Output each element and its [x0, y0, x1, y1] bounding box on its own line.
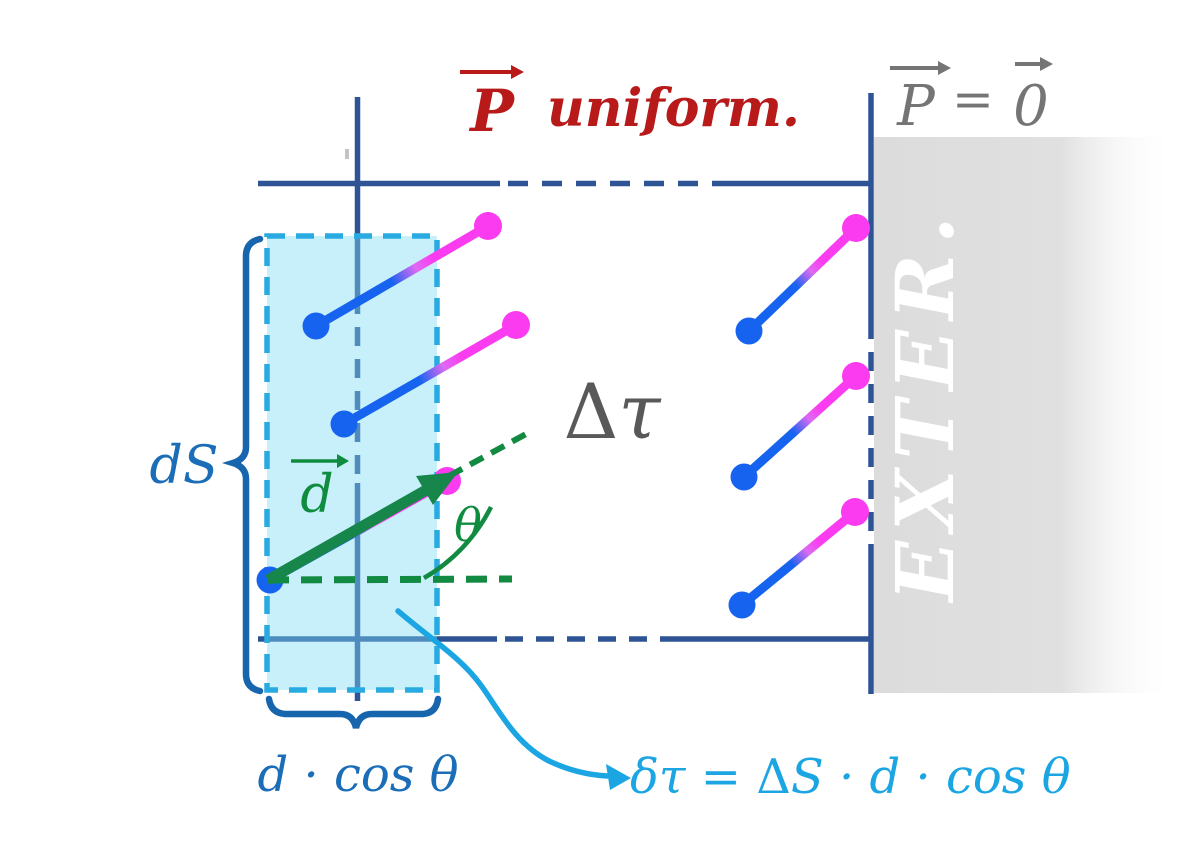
- formula-lhs: δτ =: [630, 749, 756, 805]
- polarized-region-title: P uniform.: [460, 65, 800, 145]
- d-label-vector-arrowhead-icon: [337, 454, 349, 468]
- tick-mark: [345, 149, 349, 159]
- dipole: [728, 498, 869, 619]
- surface-element-label: dS: [150, 436, 219, 496]
- positive-charge-dot: [842, 362, 870, 390]
- callout-arrowhead-icon: [606, 764, 631, 790]
- dipole: [730, 362, 870, 491]
- volume-label-tau: τ: [618, 367, 662, 456]
- positive-charge-dot: [502, 311, 530, 339]
- positive-charge-dot: [841, 498, 869, 526]
- surface-slab-fill: [267, 236, 437, 690]
- negative-charge-dot: [730, 463, 758, 491]
- exterior-gray-block: [874, 137, 1176, 693]
- dipoles-right: [728, 214, 870, 619]
- p-zero-lhs: P: [896, 74, 936, 139]
- d-vector-arrowhead-icon: [416, 472, 458, 505]
- thickness-brace: [265, 695, 442, 729]
- negative-charge-dot: [302, 312, 330, 340]
- negative-charge-dot: [735, 317, 763, 345]
- p-zero-rhs: 0: [1013, 74, 1049, 139]
- vector-extension-dashed-line: [447, 431, 528, 479]
- dipole: [330, 311, 530, 438]
- volume-label: Δτ: [564, 367, 663, 456]
- callout-arrow: [395, 608, 631, 790]
- angle-arc: [422, 505, 494, 580]
- p-zero-equals: =: [952, 70, 994, 128]
- p-vector-arrowhead-icon: [511, 65, 524, 79]
- exterior-region-label: EXTER.: [878, 207, 972, 604]
- p-zero-vector-arrowhead-icon: [938, 61, 951, 75]
- callout-arrow-curve: [395, 608, 610, 779]
- horizontal-reference-dashed-line: [267, 575, 513, 584]
- volume-formula: δτ = ΔS · d · cos θ: [630, 749, 1071, 805]
- negative-charge-dot: [728, 591, 756, 619]
- dipole: [735, 214, 870, 345]
- angle-label: θ: [454, 498, 482, 552]
- positive-charge-dot: [842, 214, 870, 242]
- displacement-construction: d θ: [265, 431, 528, 585]
- formula-rhs: S · d · cos θ: [791, 749, 1071, 805]
- positive-charge-dot: [474, 212, 502, 240]
- exterior-region: EXTER.: [874, 137, 1176, 693]
- dipole: [302, 212, 502, 340]
- surface-slab-border: [264, 233, 440, 693]
- exterior-polarization-title: P = 0: [890, 57, 1053, 139]
- d-vector-shaft: [265, 484, 431, 585]
- displacement-vector-label: d: [300, 465, 333, 525]
- volume-label-delta: Δ: [564, 367, 619, 456]
- ds-brace: [221, 235, 264, 695]
- slab-thickness-label: d · cos θ: [257, 747, 458, 803]
- formula-delta: Δ: [756, 749, 791, 805]
- negative-charge-dot: [330, 410, 358, 438]
- uniform-label: uniform.: [547, 78, 800, 139]
- zero-vector-arrowhead-icon: [1040, 57, 1053, 71]
- p-symbol: P: [468, 77, 515, 145]
- volume-outline: [258, 93, 874, 701]
